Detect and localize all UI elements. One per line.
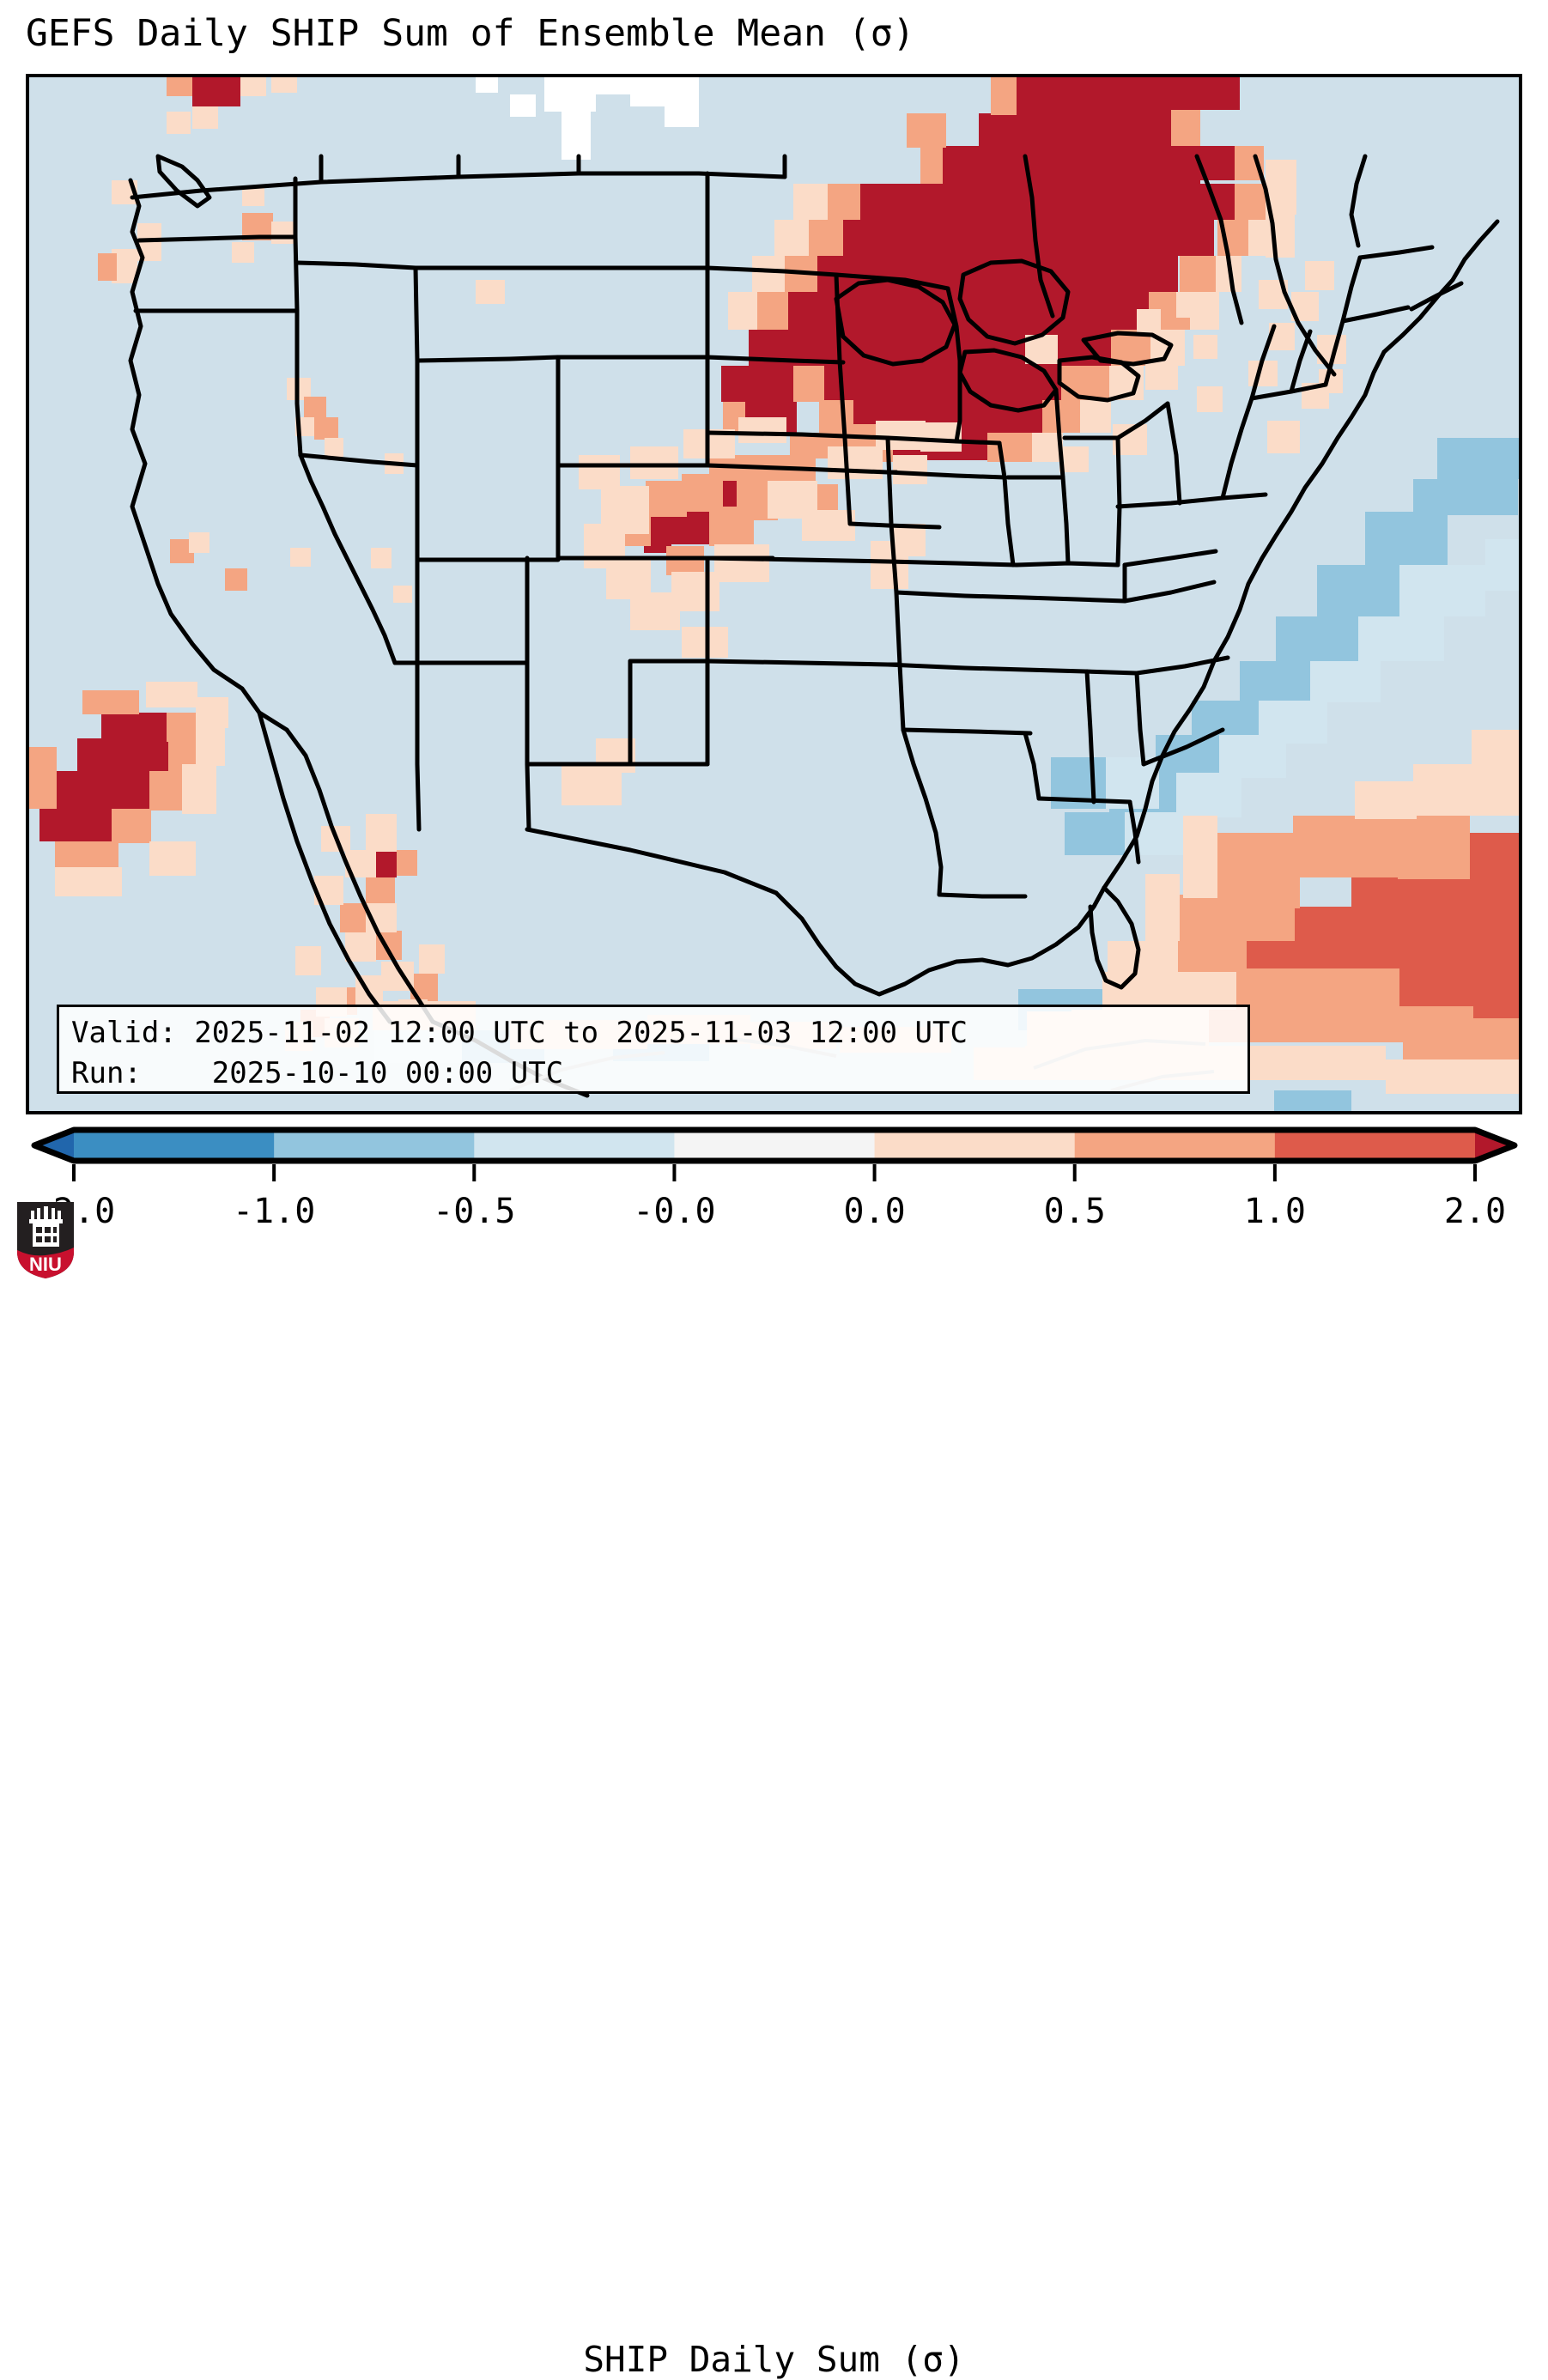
colorbar-band-5[interactable] (1074, 1130, 1276, 1161)
logo-red-band (17, 1248, 74, 1278)
colorbar-band-4[interactable] (874, 1130, 1076, 1161)
run-time-line: Run: 2025-10-10 00:00 UTC (71, 1056, 564, 1090)
logo-tower-windows (36, 1227, 57, 1242)
map-panel[interactable]: Valid: 2025-11-02 12:00 UTC to 2025-11-0… (26, 74, 1522, 1114)
colorbar-bands[interactable] (74, 1130, 1476, 1161)
colorbar-tick-label-4: 0.0 (843, 1192, 905, 1231)
coastlines-and-borders (128, 154, 1500, 1098)
colorbar-over-arrow (1475, 1130, 1515, 1161)
colorbar-tick-labels: -2.0-1.0-0.5-0.00.00.51.02.0 (33, 1192, 1506, 1231)
colorbar-outline (31, 1126, 1518, 1164)
niu-logo[interactable]: NIU (14, 1199, 77, 1281)
colorbar-band-3[interactable] (674, 1130, 876, 1161)
logo-tower (29, 1206, 63, 1247)
colorbar-band-2[interactable] (474, 1130, 676, 1161)
map-canvas[interactable] (29, 77, 1519, 1111)
colorbar-under-arrow (34, 1130, 74, 1161)
colorbar-tick-label-1: -1.0 (233, 1192, 315, 1231)
colorbar-band-1[interactable] (274, 1130, 475, 1161)
valid-time-line: Valid: 2025-11-02 12:00 UTC to 2025-11-0… (71, 1016, 968, 1050)
colorbar-svg[interactable]: -2.0-1.0-0.5-0.00.00.51.02.0 (0, 1116, 1548, 1293)
colorbar-band-0[interactable] (74, 1130, 275, 1161)
colorbar-tick-label-6: 1.0 (1244, 1192, 1306, 1231)
colorbar-band-6[interactable] (1274, 1130, 1476, 1161)
annotation-box: Valid: 2025-11-02 12:00 UTC to 2025-11-0… (57, 1005, 1250, 1094)
colorbar-axis-label: SHIP Daily Sum (σ) (583, 2339, 965, 2380)
colorbar-tick-label-2: -0.5 (433, 1192, 515, 1231)
colorbar-ticks (72, 1164, 1477, 1181)
colorbar[interactable]: -2.0-1.0-0.5-0.00.00.51.02.0 SHIP Daily … (0, 1116, 1548, 2380)
colorbar-tick-label-3: -0.0 (633, 1192, 715, 1231)
logo-text: NIU (29, 1254, 62, 1275)
colorbar-tick-label-7: 2.0 (1444, 1192, 1506, 1231)
page-title: GEFS Daily SHIP Sum of Ensemble Mean (σ) (26, 12, 915, 55)
colorbar-tick-label-5: 0.5 (1044, 1192, 1106, 1231)
colorbar-extend-arrows (34, 1130, 1515, 1161)
